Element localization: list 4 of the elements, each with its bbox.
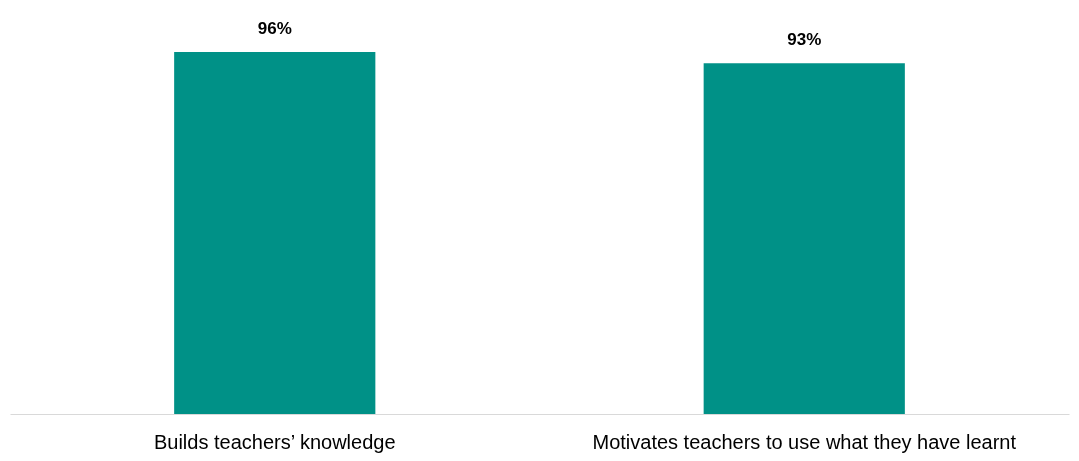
- data-label: 96%: [257, 19, 292, 38]
- x-tick-label: Builds teachers’ knowledge: [153, 430, 396, 453]
- x-tick-label: Motivates teachers to use what they have learnt: [592, 430, 1017, 453]
- data-label: 93%: [787, 30, 822, 50]
